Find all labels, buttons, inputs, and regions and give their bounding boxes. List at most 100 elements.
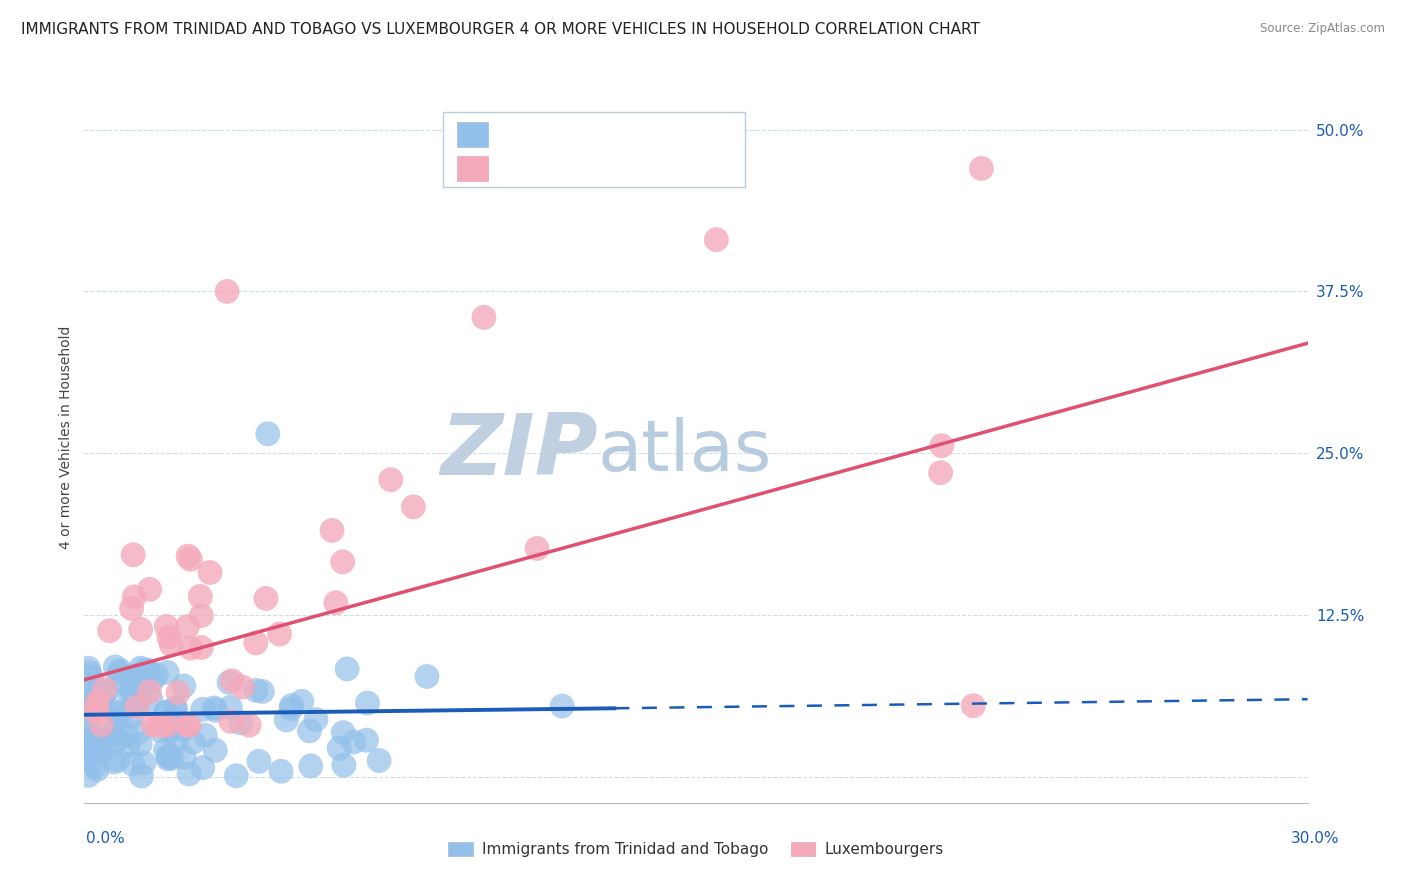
Point [115, 729, 138, 743]
Point [217, 285, 239, 299]
Point [276, 713, 298, 727]
Point [129, 623, 152, 637]
Point [252, 684, 274, 698]
Point [121, 757, 143, 772]
Point [82, 732, 104, 747]
Point [77, 713, 100, 727]
Point [157, 750, 180, 764]
Point [107, 733, 129, 747]
Point [238, 718, 260, 732]
Point [225, 769, 247, 783]
Point [219, 714, 242, 729]
Point [146, 718, 169, 732]
Point [86, 684, 108, 698]
Point [132, 673, 155, 687]
Point [108, 711, 131, 725]
Point [160, 723, 183, 738]
Text: IMMIGRANTS FROM TRINIDAD AND TOBAGO VS LUXEMBOURGER 4 OR MORE VEHICLES IN HOUSEH: IMMIGRANTS FROM TRINIDAD AND TOBAGO VS L… [21, 22, 980, 37]
Point [121, 601, 143, 615]
Point [402, 500, 425, 514]
Text: R = 0.520   N =  51: R = 0.520 N = 51 [505, 153, 666, 170]
Point [190, 640, 212, 655]
Point [336, 662, 359, 676]
Point [132, 756, 155, 770]
Point [165, 734, 187, 748]
Point [929, 466, 952, 480]
Point [77, 688, 100, 702]
Point [155, 705, 177, 719]
Point [94, 684, 117, 698]
Point [104, 660, 127, 674]
Point [124, 590, 146, 604]
Legend: Immigrants from Trinidad and Tobago, Luxembourgers: Immigrants from Trinidad and Tobago, Lux… [449, 842, 943, 857]
Point [179, 767, 201, 781]
Point [77, 714, 100, 728]
Point [176, 620, 198, 634]
Point [270, 764, 292, 779]
Point [77, 743, 100, 757]
Point [108, 665, 131, 680]
Point [84, 759, 107, 773]
Point [98, 624, 121, 638]
Point [107, 753, 129, 767]
Point [142, 673, 165, 687]
Point [219, 700, 242, 714]
Point [90, 698, 112, 712]
Point [176, 718, 198, 732]
Text: Source: ZipAtlas.com: Source: ZipAtlas.com [1260, 22, 1385, 36]
Point [188, 590, 211, 604]
Point [166, 714, 188, 728]
Point [931, 439, 953, 453]
Point [706, 233, 728, 247]
Point [191, 702, 214, 716]
Point [194, 728, 217, 742]
Point [328, 741, 350, 756]
Point [86, 706, 108, 720]
Point [162, 751, 184, 765]
Point [150, 718, 173, 732]
Point [77, 698, 100, 712]
Point [368, 754, 391, 768]
Point [298, 723, 321, 738]
Point [77, 731, 100, 746]
Point [526, 541, 548, 556]
Point [134, 663, 156, 677]
Point [120, 688, 142, 702]
Point [149, 723, 172, 738]
Point [229, 715, 252, 730]
Point [231, 680, 253, 694]
Point [86, 763, 108, 777]
Point [127, 725, 149, 739]
Point [108, 663, 131, 677]
Point [970, 161, 993, 176]
Point [291, 694, 314, 708]
Point [172, 723, 194, 737]
Point [84, 731, 107, 745]
Point [157, 630, 180, 644]
Point [156, 748, 179, 763]
Point [173, 750, 195, 764]
Point [122, 548, 145, 562]
Point [77, 661, 100, 675]
Point [120, 683, 142, 698]
Point [142, 718, 165, 732]
Point [305, 713, 328, 727]
Point [103, 755, 125, 769]
Point [962, 698, 984, 713]
Point [299, 759, 322, 773]
Point [177, 549, 200, 563]
Point [356, 696, 378, 710]
Point [245, 683, 267, 698]
Point [155, 742, 177, 756]
Point [80, 691, 103, 706]
Text: 0.0%: 0.0% [86, 831, 125, 846]
Point [416, 669, 439, 683]
Point [127, 699, 149, 714]
Point [179, 552, 201, 566]
Point [247, 755, 270, 769]
Point [221, 673, 243, 688]
Point [198, 566, 221, 580]
Point [181, 735, 204, 749]
Point [343, 735, 366, 749]
Point [191, 761, 214, 775]
